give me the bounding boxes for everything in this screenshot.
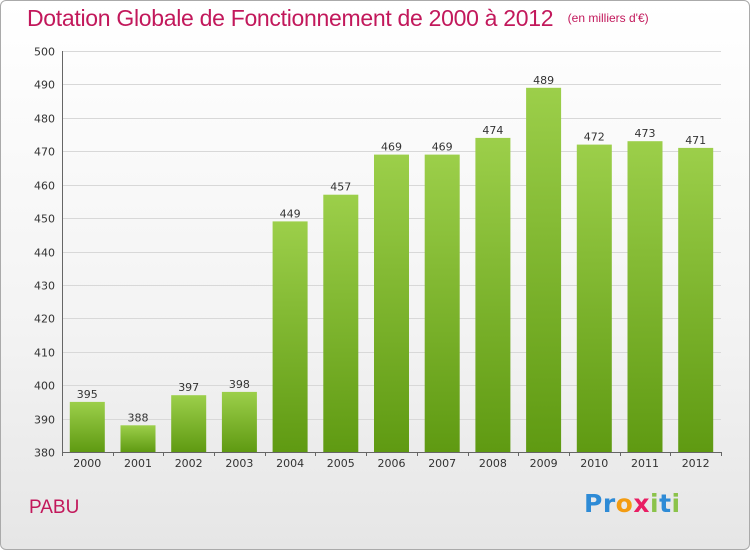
bar-2007	[424, 154, 460, 452]
x-tick-label: 2011	[631, 457, 659, 470]
bar-2005	[323, 194, 359, 452]
y-tick-label: 430	[34, 280, 55, 293]
logo-letter: i	[671, 489, 681, 518]
value-label: 469	[432, 141, 453, 154]
bar-2000	[69, 401, 105, 452]
x-tick-label: 2002	[175, 457, 203, 470]
y-tick-label: 440	[34, 247, 55, 260]
x-tick-label: 2004	[276, 457, 304, 470]
value-label: 395	[77, 388, 98, 401]
value-label: 474	[482, 124, 503, 137]
title-row: Dotation Globale de Fonctionnement de 20…	[27, 5, 649, 32]
x-tick-label: 2005	[327, 457, 355, 470]
value-label: 398	[229, 378, 250, 391]
proxiti-logo[interactable]: Proxiti	[584, 489, 681, 518]
value-label: 471	[685, 134, 706, 147]
y-tick-label: 480	[34, 113, 55, 126]
bar-2009	[526, 87, 562, 453]
value-label: 449	[280, 207, 301, 220]
value-label: 388	[128, 411, 149, 424]
bar-2006	[374, 154, 409, 452]
bar-2011	[627, 141, 663, 452]
value-label: 397	[178, 381, 199, 394]
y-tick-label: 410	[34, 347, 55, 360]
logo-letter: o	[615, 489, 634, 518]
logo-letter: x	[633, 489, 650, 518]
chart-title: Dotation Globale de Fonctionnement de 20…	[27, 5, 554, 31]
y-tick-label: 400	[34, 380, 55, 393]
chart-subtitle: (en milliers d'€)	[567, 11, 649, 25]
value-label: 469	[381, 141, 402, 154]
value-label: 489	[533, 74, 554, 87]
bar-2001	[120, 425, 156, 452]
logo-letter: t	[659, 489, 672, 518]
x-tick-label: 2003	[225, 457, 253, 470]
commune-name: PABU	[29, 497, 80, 518]
logo-letter: i	[650, 489, 660, 518]
x-tick-label: 2008	[479, 457, 507, 470]
x-tick-label: 2010	[580, 457, 608, 470]
bar-2012	[678, 147, 714, 452]
bar-2002	[171, 395, 207, 452]
y-tick-label: 500	[34, 46, 55, 59]
bar-2008	[475, 137, 511, 452]
bar-2010	[576, 144, 612, 452]
x-tick-label: 2006	[378, 457, 406, 470]
y-tick-label: 420	[34, 313, 55, 326]
x-tick-label: 2000	[73, 457, 101, 470]
bar-2003	[221, 391, 257, 452]
x-tick-label: 2001	[124, 457, 152, 470]
x-tick-label: 2009	[530, 457, 558, 470]
bars	[69, 87, 714, 453]
value-label: 457	[330, 181, 351, 194]
y-tick-label: 490	[34, 79, 55, 92]
y-tick-label: 390	[34, 414, 55, 427]
value-label: 473	[635, 127, 656, 140]
logo-letter: P	[584, 489, 603, 518]
x-tick-label: 2012	[682, 457, 710, 470]
bar-2004	[272, 221, 308, 452]
axes	[62, 51, 722, 456]
y-tick-label: 380	[34, 447, 55, 460]
y-tick-label: 470	[34, 146, 55, 159]
y-tick-label: 460	[34, 180, 55, 193]
y-tick-label: 450	[34, 213, 55, 226]
value-label: 472	[584, 131, 605, 144]
labels: 380 390 400 410 420 430 440 450 460 470 480 490 500 3…	[34, 46, 710, 471]
x-tick-label: 2007	[428, 457, 456, 470]
logo-letter: r	[602, 489, 616, 518]
